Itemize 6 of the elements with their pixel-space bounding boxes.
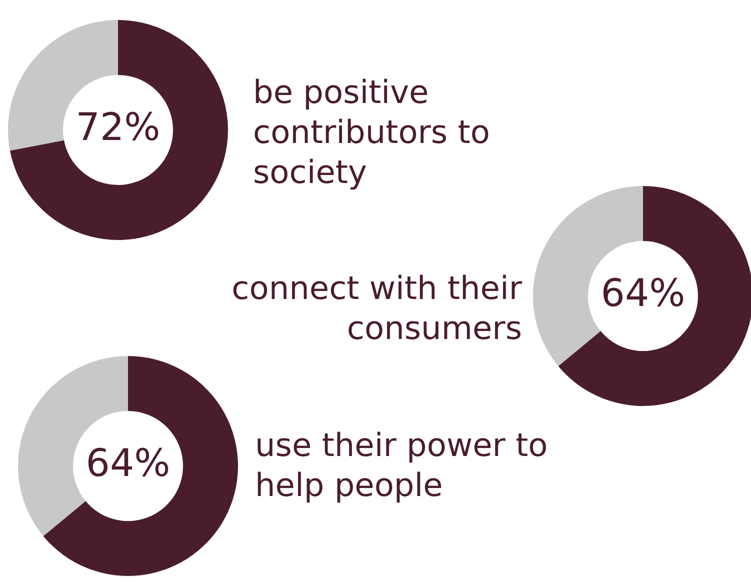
- data-label: 72%: [76, 104, 160, 149]
- text: connect with their consumers: [230, 268, 522, 348]
- text: be positive contributors to society: [253, 72, 491, 192]
- data-label: 64%: [86, 440, 170, 485]
- data-label: 64%: [600, 270, 686, 315]
- text: use their power to help people: [255, 425, 549, 505]
